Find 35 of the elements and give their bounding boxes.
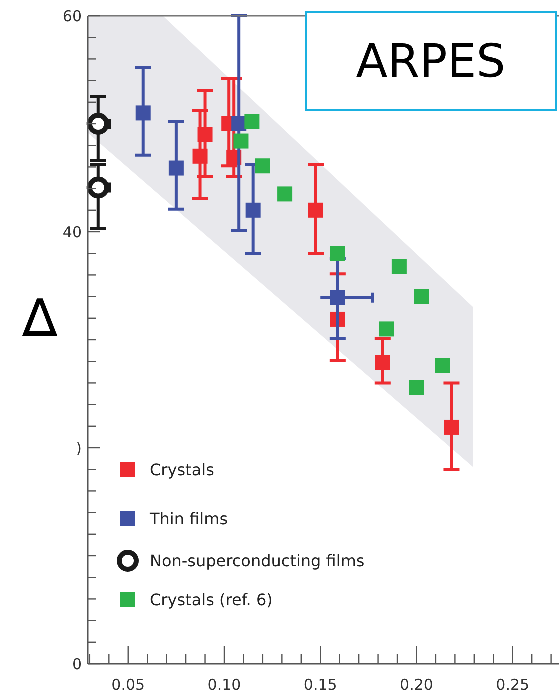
point <box>330 246 346 262</box>
point <box>375 355 390 370</box>
point <box>234 134 249 149</box>
point <box>168 160 184 176</box>
y-tick-label: 60 <box>62 7 82 26</box>
y-tick-label: 0 <box>72 655 82 674</box>
y-tick-label: 40 <box>62 223 82 242</box>
x-tick-label: 0.20 <box>400 676 434 691</box>
point <box>330 290 346 306</box>
point <box>414 289 430 304</box>
point <box>246 202 261 218</box>
point <box>278 186 293 202</box>
y-axis-title: ∆ <box>22 289 58 350</box>
legend-label: Thin films <box>149 510 228 529</box>
x-tick-label: 0.25 <box>496 676 530 691</box>
legend-label: Crystals (ref. 6) <box>150 590 273 610</box>
point <box>379 322 394 337</box>
point <box>136 106 151 121</box>
point <box>255 158 270 174</box>
point <box>244 114 260 130</box>
legend-label: Non-superconducting films <box>150 552 365 571</box>
x-tick-label: 0.15 <box>304 676 338 691</box>
point <box>392 259 407 274</box>
x-tick-label: 0.10 <box>208 676 242 691</box>
point <box>308 202 324 218</box>
point <box>87 113 110 135</box>
y-tick-label: ) <box>76 439 82 458</box>
point <box>444 420 460 435</box>
point <box>435 358 450 374</box>
x-tick-label: 0.05 <box>112 676 146 691</box>
point <box>409 380 424 396</box>
point <box>87 176 110 199</box>
annotation: ARPES <box>356 34 506 88</box>
legend-label: Crystals <box>150 460 214 480</box>
point <box>198 127 213 142</box>
